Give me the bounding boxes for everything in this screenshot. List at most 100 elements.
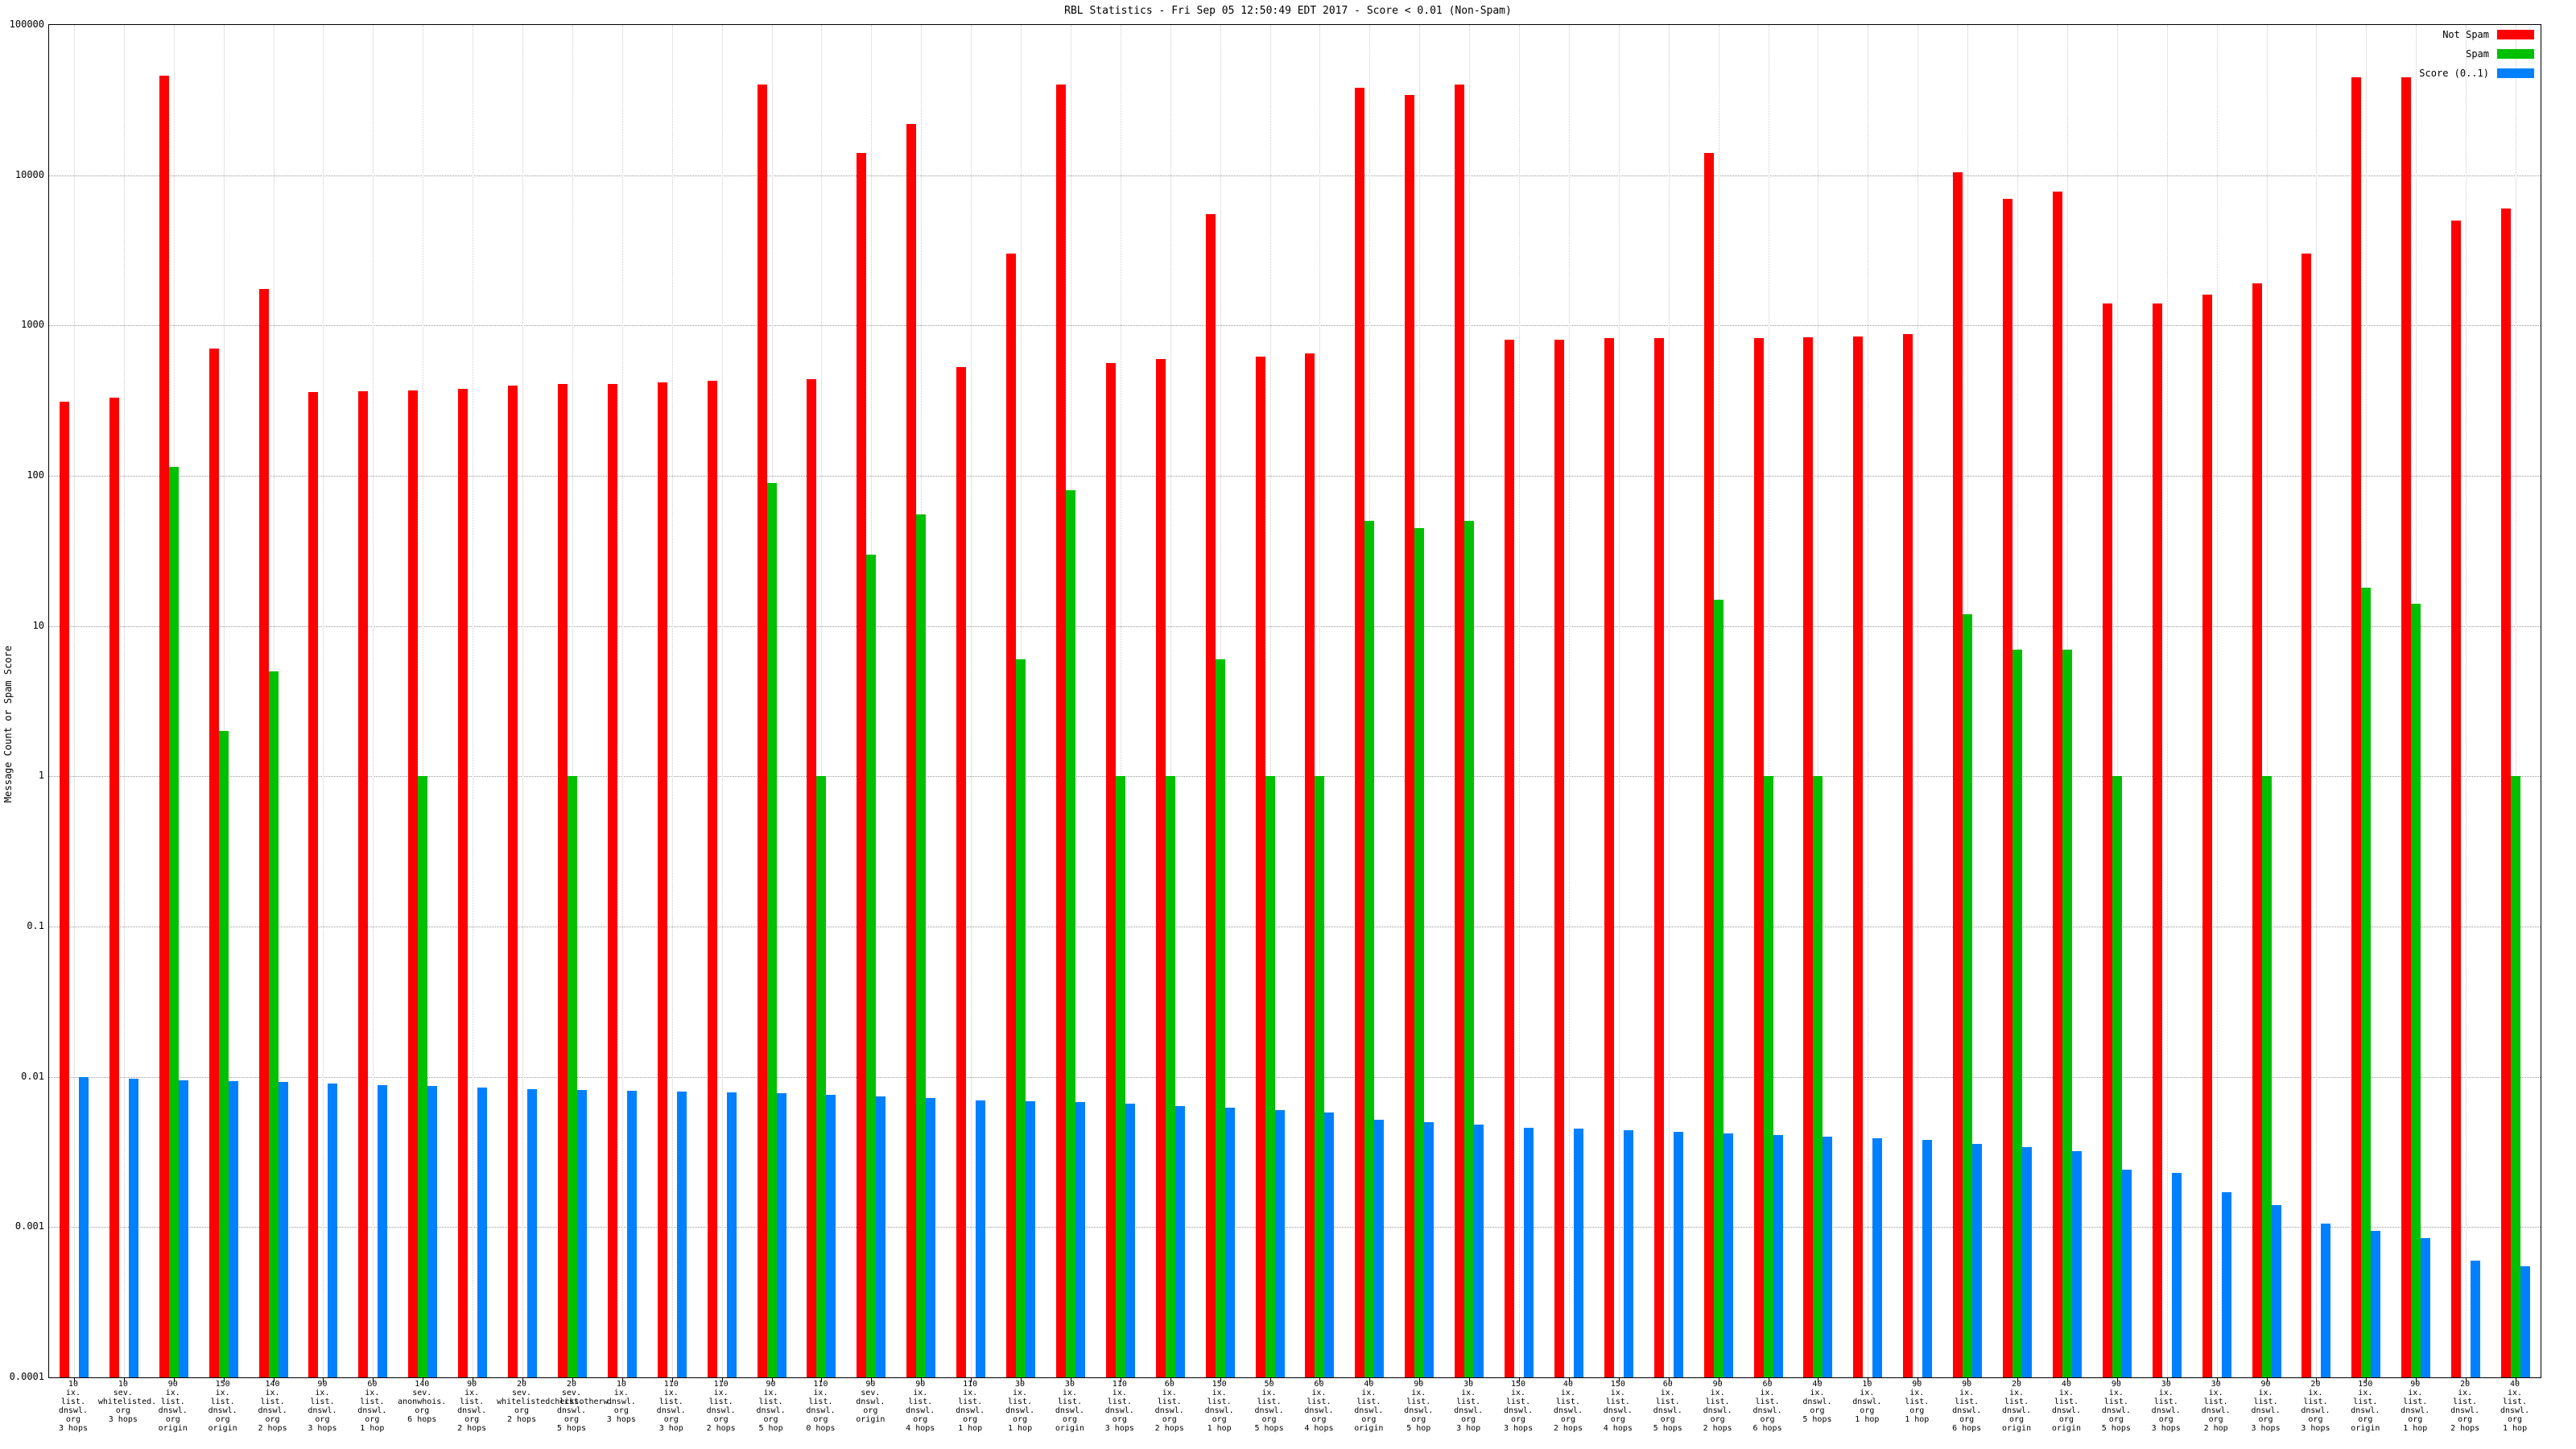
x-axis-label: 60 ix. list. dnswl. org 4 hops (1304, 1380, 1334, 1433)
bar-not-spam (1255, 357, 1265, 1377)
x-tick (273, 1377, 275, 1382)
bar-score (2371, 1230, 2381, 1377)
x-tick (1170, 1377, 1171, 1382)
legend-item-not-spam: Not Spam (2442, 29, 2534, 40)
x-axis-label: 60 ix. list. dnswl. org 5 hops (1653, 1380, 1682, 1433)
bar-spam (1065, 490, 1075, 1377)
bar-score (676, 1091, 687, 1377)
bar-score (2022, 1147, 2033, 1377)
x-axis-label: 90 ix. list. dnswl. org 2 hops (457, 1380, 487, 1433)
gridline-horizontal (49, 776, 2541, 778)
bar-spam (766, 482, 777, 1377)
y-tick-label: 1 (38, 770, 44, 782)
bar-score (2071, 1151, 2082, 1377)
x-axis-label: 150 ix. list. dnswl. org 4 hops (1603, 1380, 1633, 1433)
x-tick (323, 1377, 324, 1382)
gridline-vertical (721, 25, 723, 1377)
bar-score (2221, 1192, 2231, 1377)
x-axis-label: 10 ix. list. dnswl. org 3 hops (58, 1380, 88, 1433)
gridline-horizontal (49, 476, 2541, 477)
x-tick (2266, 1377, 2268, 1382)
bar-spam (1763, 776, 1773, 1377)
gridline-vertical (2466, 25, 2467, 1377)
bar-spam (1115, 776, 1125, 1377)
x-axis-label: 60 ix. list. dnswl. org 1 hop (357, 1380, 387, 1433)
legend-swatch-not-spam (2497, 30, 2534, 39)
legend: Not Spam Spam Score (0..1) (2419, 29, 2534, 79)
bar-score (1922, 1140, 1933, 1377)
bar-score (1872, 1138, 1883, 1377)
bar-not-spam (807, 378, 817, 1377)
bar-score (1324, 1112, 1335, 1377)
bar-not-spam (2351, 76, 2362, 1377)
gridline-vertical (1668, 25, 1670, 1377)
y-tick-label: 0.1 (27, 920, 44, 931)
bar-score (78, 1077, 89, 1377)
gridline-vertical (671, 25, 673, 1377)
x-axis-label: 90 ix. list. dnswl. org origin (158, 1380, 188, 1433)
gridline-vertical (621, 25, 623, 1377)
bar-not-spam (358, 391, 369, 1377)
gridline-vertical (73, 25, 75, 1377)
bar-not-spam (1903, 333, 1913, 1377)
bar-score (1773, 1134, 1783, 1377)
bar-score (1374, 1119, 1385, 1377)
legend-label-score: Score (0..1) (2419, 68, 2489, 79)
x-tick (2466, 1377, 2467, 1382)
bar-not-spam (2003, 198, 2013, 1377)
y-tick-label: 10000 (14, 168, 44, 180)
x-tick (173, 1377, 175, 1382)
bar-spam (916, 514, 927, 1377)
x-axis-label: 40 ix. list. dnswl. org 1 hop (2500, 1380, 2530, 1433)
legend-item-score: Score (0..1) (2419, 68, 2534, 79)
x-tick (921, 1377, 923, 1382)
bar-score (876, 1096, 886, 1377)
legend-swatch-score (2497, 68, 2534, 78)
bar-spam (1813, 776, 1823, 1377)
bar-not-spam (857, 153, 867, 1377)
bar-score (527, 1088, 538, 1377)
bar-spam (816, 776, 827, 1377)
bar-not-spam (1703, 153, 1714, 1377)
y-tick-label: 100000 (9, 19, 44, 30)
x-axis-label: 90 ix. list. org 1 hop (1905, 1380, 1930, 1424)
bar-spam (1016, 659, 1026, 1377)
x-axis-label: 90 sev. dnswl. org origin (856, 1380, 886, 1424)
bar-not-spam (159, 75, 169, 1377)
bar-not-spam (607, 383, 617, 1377)
bar-spam (1963, 613, 1973, 1377)
gridline-horizontal (49, 1227, 2541, 1228)
bar-spam (1364, 521, 1375, 1377)
x-tick (771, 1377, 773, 1382)
x-tick (2116, 1377, 2118, 1382)
bar-spam (2261, 776, 2272, 1377)
bar-score (1424, 1121, 1435, 1377)
gridline-vertical (223, 25, 225, 1377)
bar-not-spam (1105, 363, 1116, 1377)
bar-not-spam (1604, 338, 1614, 1377)
x-axis-label: 150 ix. list. dnswl. org origin (2351, 1380, 2380, 1433)
bar-score (1075, 1101, 1085, 1377)
bar-score (1524, 1127, 1534, 1377)
x-tick (971, 1377, 972, 1382)
bar-score (1723, 1133, 1733, 1377)
bar-score (2421, 1237, 2431, 1377)
gridline-horizontal (49, 625, 2541, 627)
x-tick (2017, 1377, 2019, 1382)
x-axis-label: 140 ix. list. dnswl. org 2 hops (258, 1380, 287, 1433)
bar-not-spam (906, 123, 917, 1377)
bar-not-spam (1953, 171, 1963, 1377)
x-tick (522, 1377, 524, 1382)
bar-score (1573, 1129, 1583, 1377)
x-tick (2366, 1377, 2368, 1382)
gridline-horizontal (49, 1076, 2541, 1078)
x-axis-label: 90 ix. list. dnswl. org 3 hops (2251, 1380, 2281, 1433)
gridline-vertical (1618, 25, 1620, 1377)
bar-not-spam (1405, 95, 1415, 1377)
bar-not-spam (2252, 283, 2262, 1377)
x-tick (721, 1377, 723, 1382)
x-axis-label: 90 ix. list. dnswl. org 1 hop (2401, 1380, 2430, 1433)
x-tick (223, 1377, 225, 1382)
x-axis-label: 110 ix. list. dnswl. org 2 hops (706, 1380, 736, 1433)
bar-score (1972, 1143, 1983, 1377)
